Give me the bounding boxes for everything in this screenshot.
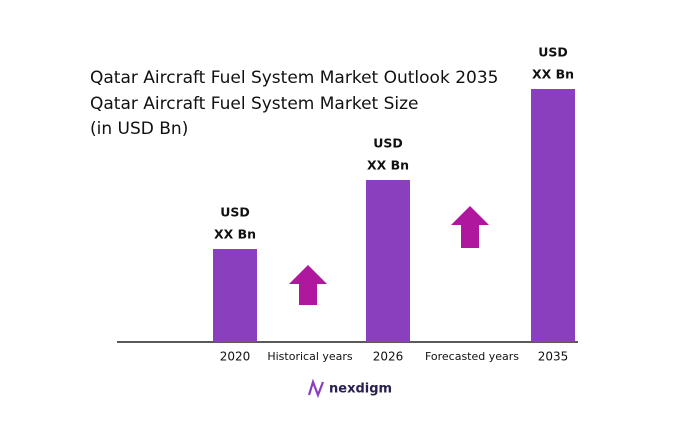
bar xyxy=(366,180,410,342)
value-label: USD xyxy=(538,45,568,60)
bar xyxy=(213,249,257,342)
x-tick-label: 2020 xyxy=(220,350,251,364)
value-label: XX Bn xyxy=(532,67,574,82)
growth-arrow xyxy=(451,206,489,248)
x-tick-label: 2035 xyxy=(538,350,569,364)
logo-icon xyxy=(307,378,325,399)
growth-arrow xyxy=(289,265,327,305)
annotation: Historical years xyxy=(267,350,353,363)
chart-subtitle: Qatar Aircraft Fuel System Market Size xyxy=(90,94,419,114)
value-label: XX Bn xyxy=(367,158,409,173)
chart-subtitle: (in USD Bn) xyxy=(90,119,188,139)
value-label: XX Bn xyxy=(214,227,256,242)
value-label: USD xyxy=(373,136,403,151)
logo-text: nexdigm xyxy=(329,382,392,397)
value-label: USD xyxy=(220,205,250,220)
chart-title: Qatar Aircraft Fuel System Market Outloo… xyxy=(90,68,498,88)
x-tick-label: 2026 xyxy=(373,350,404,364)
annotation: Forecasted years xyxy=(425,350,519,363)
bar xyxy=(531,89,575,342)
